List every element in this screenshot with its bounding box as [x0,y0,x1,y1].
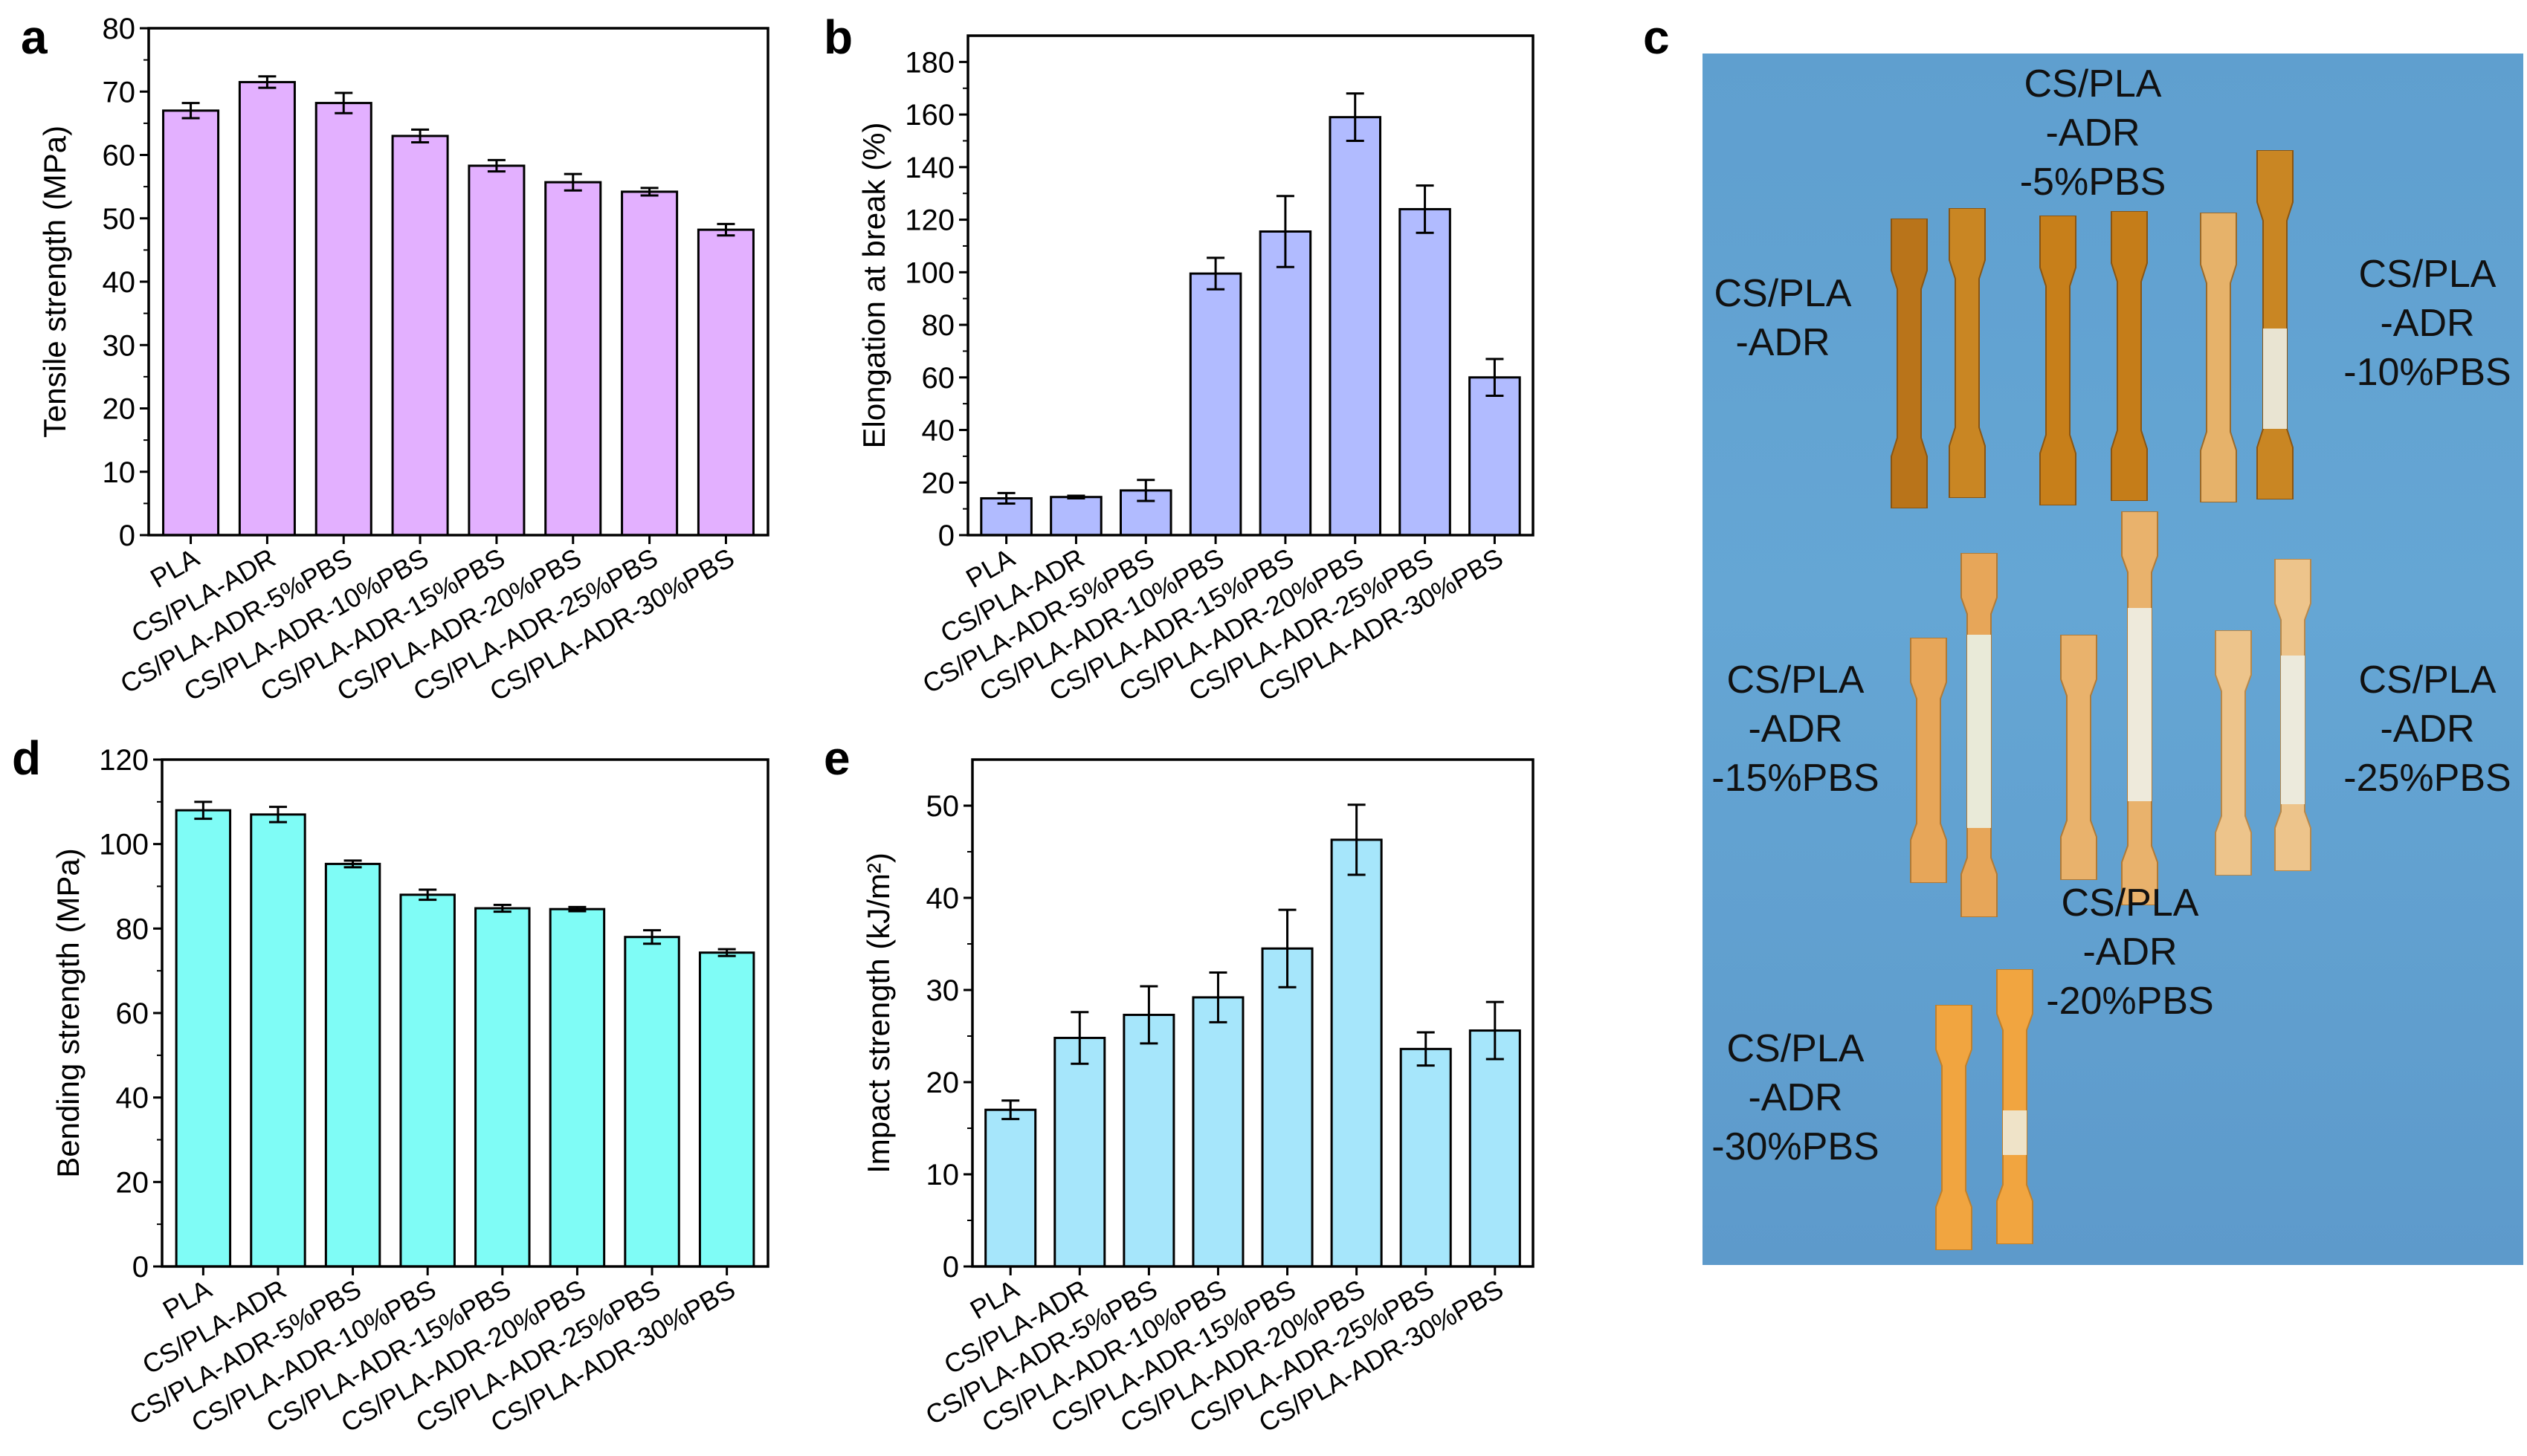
specimen-5pbs-2 [2108,211,2150,501]
axes-frame-a [147,27,769,537]
photo-label-15pbs: CS/PLA -ADR -15%PBS [1711,659,1879,800]
specimen-25pbs-1 [2213,630,2254,876]
bar-d-1 [250,813,306,1268]
bar-b-5 [1329,116,1382,537]
bar-d-6 [624,936,680,1268]
bar-e-1 [1053,1036,1106,1268]
axes-frame-d [161,758,769,1268]
ytick-label-a-7: 70 [103,76,136,109]
ytick-label-b-8: 160 [905,99,955,132]
bar-d-0 [175,809,232,1268]
ytick-label-e-4: 40 [926,882,960,915]
bar-b-7 [1468,376,1521,537]
photo-label-10pbs: CS/PLA -ADR -10%PBS [2343,253,2511,394]
ytick-label-d-3: 60 [116,997,149,1030]
ytick-label-e-5: 50 [926,790,960,823]
ytick-label-d-6: 120 [99,744,149,777]
ylabel-e: Impact strength (kJ/m²) [861,852,896,1174]
ytick-label-b-2: 40 [922,415,955,447]
ytick-label-d-2: 40 [116,1082,149,1115]
specimen-30pbs-1 [1933,1005,1975,1250]
ytick-label-e-3: 30 [926,974,960,1007]
ytick-label-b-9: 180 [905,46,955,79]
bar-a-4 [468,164,526,537]
panel-label-d: d [12,731,42,785]
ytick-label-b-7: 140 [905,152,955,184]
ytick-label-a-4: 40 [103,266,136,299]
panel-label-c: c [1643,10,1670,64]
bar-a-0 [162,109,220,537]
specimen-20pbs-1 [2058,635,2100,880]
bar-a-2 [314,102,372,537]
specimen-adr-1 [1888,219,1930,508]
ylabel-a: Tensile strength (MPa) [37,126,72,438]
bar-e-6 [1399,1047,1452,1268]
bar-d-5 [549,907,606,1268]
ytick-label-a-6: 60 [103,140,136,172]
bar-e-5 [1330,838,1383,1268]
specimen-photo: CS/PLA -ADR CS/PLA -ADR -5%PBS CS/PLA -ADR -1… [1703,54,2523,1265]
bar-e-3 [1192,996,1245,1268]
specimen-25pbs-2 [2272,559,2314,871]
ylabel-d: Bending strength (MPa) [51,848,85,1178]
specimen-10pbs-1 [2198,213,2239,502]
specimen-20pbs-2 [2119,511,2160,905]
bar-a-5 [544,181,602,537]
bar-d-4 [474,907,531,1268]
bar-b-1 [1050,496,1103,537]
bar-e-7 [1468,1029,1521,1268]
specimen-10pbs-2 [2254,150,2296,499]
bar-e-4 [1261,947,1314,1268]
ytick-label-d-4: 80 [116,913,149,945]
specimen-15pbs-1 [1908,638,1949,883]
ytick-label-a-8: 80 [103,13,136,45]
axes-frame-e [971,758,1534,1268]
ytick-label-b-0: 0 [938,520,955,552]
specimen-30pbs-2 [1994,969,2036,1244]
ytick-label-b-4: 80 [922,309,955,342]
ytick-label-a-2: 20 [103,393,136,426]
photo-label-adr: CS/PLA -ADR [1714,272,1852,364]
ylabel-b: Elongation at break (%) [856,123,891,449]
bar-b-6 [1398,207,1451,537]
ytick-label-b-1: 20 [922,467,955,499]
ytick-label-a-0: 0 [119,520,135,552]
bar-e-0 [984,1108,1037,1268]
bar-a-1 [238,80,296,537]
specimen-5pbs-1 [2037,216,2079,505]
ytick-label-e-1: 10 [926,1159,960,1191]
bar-b-3 [1189,272,1242,537]
bar-d-7 [698,951,755,1268]
photo-label-25pbs: CS/PLA -ADR -25%PBS [2343,659,2511,800]
ytick-label-e-2: 20 [926,1067,960,1099]
specimen-adr-2 [1946,208,1988,498]
ytick-label-a-5: 50 [103,203,136,236]
ytick-label-e-0: 0 [943,1251,959,1284]
ytick-label-d-0: 0 [132,1251,149,1284]
photo-label-30pbs: CS/PLA -ADR -30%PBS [1711,1027,1879,1168]
ytick-label-b-6: 120 [905,204,955,237]
ytick-label-a-3: 30 [103,329,136,362]
bar-a-3 [391,135,449,537]
ytick-label-d-5: 100 [99,829,149,861]
panel-label-e: e [824,731,851,785]
bar-b-4 [1259,230,1312,537]
bar-e-2 [1123,1013,1175,1268]
bar-a-6 [621,190,679,537]
photo-label-20pbs: CS/PLA -ADR -20%PBS [2046,881,2214,1023]
bar-a-7 [697,228,755,537]
bar-d-3 [399,893,456,1268]
ytick-label-a-1: 10 [103,456,136,489]
specimen-15pbs-2 [1958,553,2000,917]
axes-frame-b [966,34,1534,537]
panel-label-b: b [824,10,853,64]
ytick-label-b-3: 60 [922,362,955,395]
panel-label-a: a [21,10,48,64]
ytick-label-d-1: 20 [116,1166,149,1199]
ytick-label-b-5: 100 [905,256,955,289]
bar-d-2 [324,862,381,1268]
photo-label-5pbs: CS/PLA -ADR -5%PBS [2019,62,2166,204]
